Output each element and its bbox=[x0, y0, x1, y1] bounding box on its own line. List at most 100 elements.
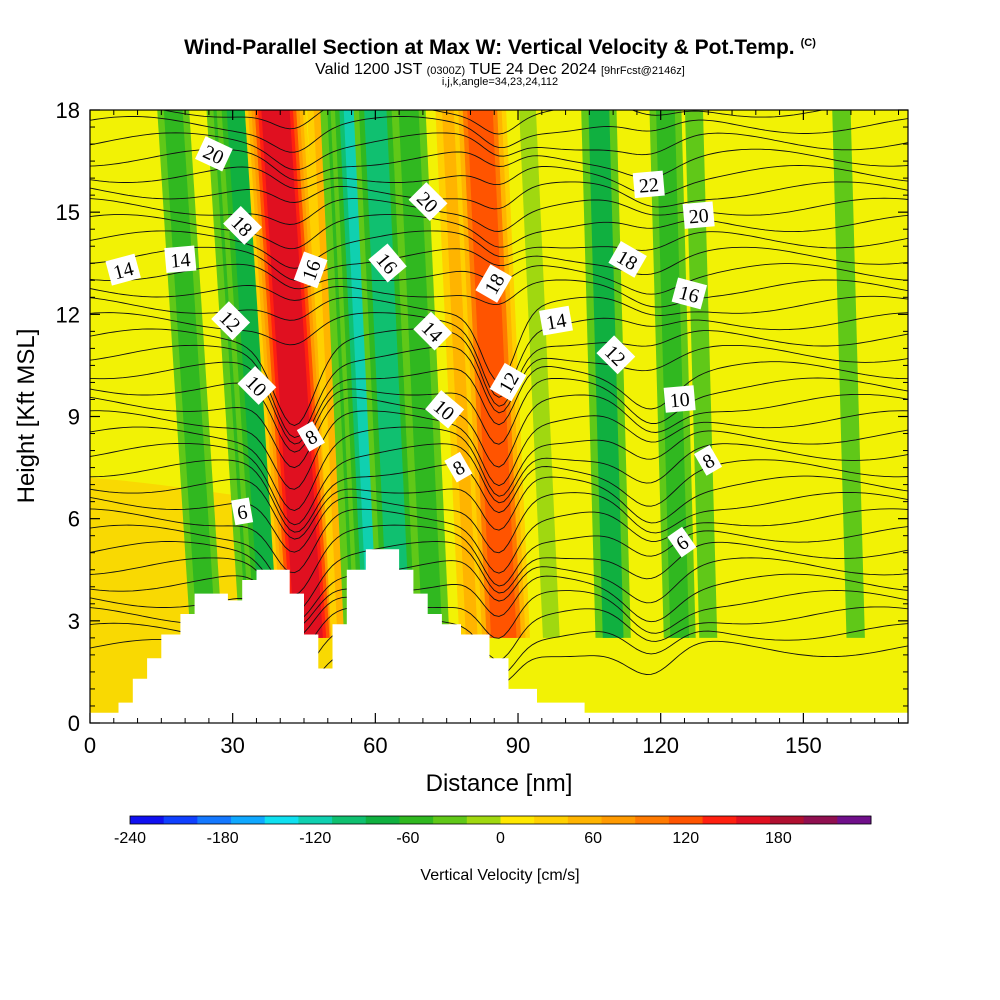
colorbar-frame bbox=[129, 815, 872, 825]
theta-contour-line-27 bbox=[90, 197, 908, 232]
theta-contour-line-24 bbox=[90, 246, 908, 281]
colorbar-swatch-21 bbox=[837, 816, 872, 824]
theta-contour-line-8 bbox=[90, 508, 908, 574]
theta-contour-line-16 bbox=[90, 377, 908, 453]
valid-date: TUE 24 Dec 2024 bbox=[469, 61, 597, 78]
theta-contour-line-12 bbox=[90, 442, 908, 526]
colorbar-swatch-9 bbox=[433, 816, 468, 824]
colorbar-swatch-7 bbox=[365, 816, 400, 824]
theta-contour-line-29 bbox=[90, 165, 908, 197]
y-tick-label: 6 bbox=[68, 507, 80, 532]
theta-label-bg bbox=[682, 201, 715, 229]
theta-label-bg bbox=[667, 526, 697, 558]
chart-subtitle: Valid 1200 JST (0300Z) TUE 24 Dec 2024 [… bbox=[0, 61, 1000, 79]
theta-label-7: 8 bbox=[296, 421, 325, 452]
theta-label-bg bbox=[425, 390, 465, 429]
theta-label-bg bbox=[105, 253, 141, 286]
theta-label-text: 6 bbox=[236, 501, 250, 524]
colorbar-swatch-18 bbox=[736, 816, 771, 824]
theta-contour-line-14 bbox=[90, 410, 908, 490]
theta-label-text: 10 bbox=[669, 389, 691, 413]
theta-contour-line-26 bbox=[90, 214, 908, 250]
colorbar-swatch-16 bbox=[668, 816, 704, 824]
plot-area bbox=[90, 110, 908, 723]
copyright-mark: (C) bbox=[800, 37, 816, 49]
velocity-column-14-1 bbox=[656, 110, 690, 638]
colorbar-swatch-11 bbox=[500, 816, 535, 824]
theta-label-16: 14 bbox=[539, 305, 573, 336]
colorbar-swatch-13 bbox=[567, 816, 603, 824]
colorbar-swatch-10 bbox=[466, 816, 501, 824]
theta-label-bg bbox=[164, 245, 197, 274]
theta-label-8: 6 bbox=[231, 497, 254, 526]
theta-label-bg bbox=[475, 264, 513, 303]
x-tick-label: 30 bbox=[220, 733, 244, 758]
axes: 0 30 60 90 120 150 0 3 6 9 12 15 18 bbox=[56, 98, 908, 758]
x-tick-label: 0 bbox=[84, 733, 96, 758]
colorbar-swatch-14 bbox=[601, 816, 636, 824]
theta-label-24: 6 bbox=[667, 526, 697, 558]
theta-label-bg bbox=[296, 421, 325, 452]
colorbar-swatch-5 bbox=[298, 816, 333, 824]
colorbar-swatch-4 bbox=[264, 816, 299, 824]
colorbar-swatch-2 bbox=[197, 816, 232, 824]
theta-label-bg bbox=[195, 136, 233, 172]
theta-contour-line-5 bbox=[90, 557, 908, 621]
velocity-column-16-0 bbox=[832, 110, 865, 638]
theta-label-bg bbox=[632, 170, 665, 199]
theta-contour-line-25 bbox=[90, 230, 908, 269]
velocity-column-11-3 bbox=[467, 110, 517, 638]
x-tick-label: 60 bbox=[363, 733, 387, 758]
theta-contour-line-32 bbox=[90, 116, 908, 153]
colorbar-swatch-3 bbox=[231, 816, 266, 824]
theta-contour-line-17 bbox=[90, 361, 908, 445]
velocity-column-0-1 bbox=[163, 110, 216, 638]
colorbar-tick-label: 120 bbox=[672, 830, 699, 847]
theta-contour-line-33 bbox=[161, 110, 825, 135]
colorbar-swatch-17 bbox=[702, 816, 737, 824]
theta-contour-line-9 bbox=[90, 491, 908, 554]
x-tick-label: 150 bbox=[785, 733, 822, 758]
theta-label-bg bbox=[694, 445, 723, 476]
colorbar-swatch-6 bbox=[332, 816, 367, 824]
theta-label-bg bbox=[663, 385, 696, 413]
theta-label-bg bbox=[293, 251, 328, 289]
colorbar: -240 -180 -120 -60 0 60 120 180 bbox=[114, 815, 872, 847]
theta-label-20: 20 bbox=[682, 201, 715, 229]
velocity-column-12-0 bbox=[519, 110, 560, 638]
theta-label-bg bbox=[231, 497, 254, 526]
theta-label-21: 16 bbox=[671, 277, 708, 310]
valid-utc: (0300Z) bbox=[426, 65, 466, 77]
theta-label-19: 22 bbox=[632, 170, 665, 199]
colorbar-swatch-15 bbox=[635, 816, 670, 824]
colorbar-title: Vertical Velocity [cm/s] bbox=[420, 867, 579, 884]
theta-label-bg bbox=[444, 451, 473, 483]
y-tick-label: 12 bbox=[56, 302, 80, 327]
theta-label-bg bbox=[413, 311, 453, 351]
index-info: i,j,k,angle=34,23,24,112 bbox=[441, 76, 559, 88]
y-axis-title: Height [Kft MSL] bbox=[13, 329, 40, 504]
y-tick-label: 9 bbox=[68, 405, 80, 430]
theta-label-bg bbox=[489, 362, 527, 402]
theta-label-3: 14 bbox=[164, 245, 197, 274]
x-tick-label: 90 bbox=[506, 733, 530, 758]
theta-label-text: 22 bbox=[638, 174, 660, 198]
x-tick-label: 120 bbox=[642, 733, 679, 758]
theta-contour-line-19 bbox=[90, 328, 908, 426]
theta-label-bg bbox=[539, 305, 573, 336]
theta-contour-line-18 bbox=[90, 344, 908, 438]
y-tick-label: 0 bbox=[68, 711, 80, 736]
colorbar-tick-label: 180 bbox=[765, 830, 792, 847]
theta-label-text: 14 bbox=[545, 310, 569, 335]
terrain bbox=[90, 549, 908, 723]
theta-label-23: 8 bbox=[694, 445, 723, 476]
colorbar-swatch-12 bbox=[534, 816, 569, 824]
theta-label-bg bbox=[368, 243, 407, 283]
theta-label-bg bbox=[237, 366, 277, 405]
forecast-info: [9hrFcst@2146z] bbox=[600, 65, 685, 77]
velocity-column-15-0 bbox=[684, 110, 718, 638]
theta-label-bg bbox=[671, 277, 708, 310]
chart-title: Wind-Parallel Section at Max W: Vertical… bbox=[0, 36, 1000, 60]
